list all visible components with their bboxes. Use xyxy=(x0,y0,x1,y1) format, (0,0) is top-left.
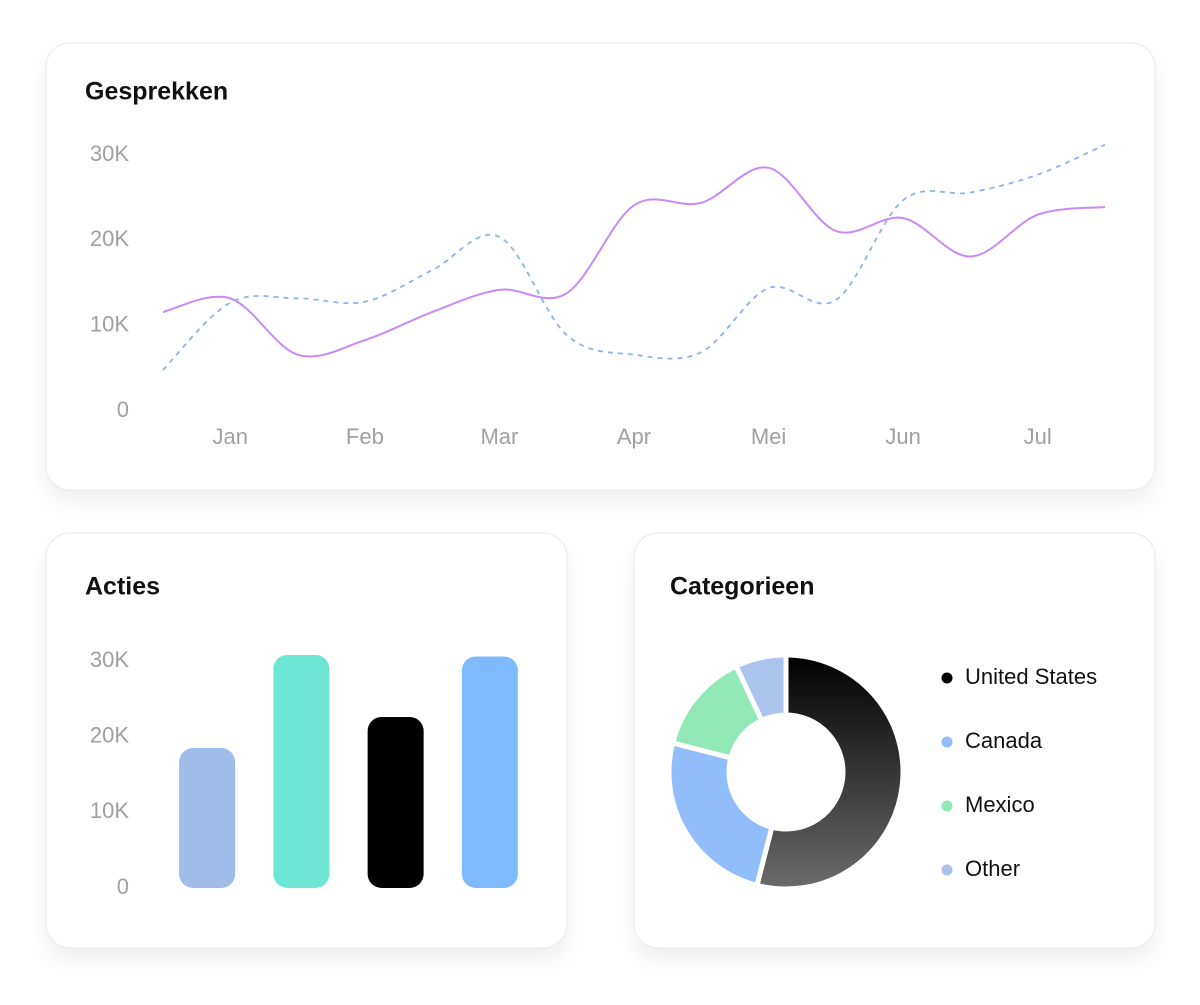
legend-dot xyxy=(941,672,953,684)
x-tick-label: Mei xyxy=(751,424,786,449)
y-tick-label: 30K xyxy=(90,141,129,166)
y-tick-label: 30K xyxy=(90,647,129,672)
legend-label: United States xyxy=(965,664,1097,689)
card-title: Acties xyxy=(85,573,160,601)
y-tick-label: 0 xyxy=(117,397,129,422)
bar xyxy=(461,656,518,888)
y-tick-label: 20K xyxy=(90,226,129,251)
legend-dot xyxy=(941,800,953,812)
legend-dot xyxy=(941,736,953,748)
x-tick-label: Mar xyxy=(480,424,518,449)
x-tick-label: Feb xyxy=(346,424,384,449)
pie-slice xyxy=(666,740,775,888)
bar xyxy=(179,748,236,888)
pie-slice xyxy=(733,652,789,723)
line-series xyxy=(162,166,1106,358)
x-tick-label: Jun xyxy=(885,424,920,449)
y-tick-label: 0 xyxy=(117,874,129,899)
x-tick-label: Jul xyxy=(1024,424,1052,449)
card xyxy=(45,42,1156,491)
pie-slice xyxy=(754,652,906,892)
x-tick-label: Apr xyxy=(617,424,651,449)
legend-label: Canada xyxy=(965,728,1043,753)
bar xyxy=(367,716,424,888)
y-tick-label: 10K xyxy=(90,798,129,823)
legend-dot xyxy=(941,864,953,876)
bar xyxy=(273,654,330,888)
x-tick-label: Jan xyxy=(213,424,248,449)
card-title: Gesprekken xyxy=(85,78,228,106)
y-tick-label: 20K xyxy=(90,722,129,747)
y-tick-label: 10K xyxy=(90,311,129,336)
card-title: Categorieen xyxy=(670,573,814,601)
legend-label: Other xyxy=(965,856,1020,881)
legend-label: Mexico xyxy=(965,792,1035,817)
